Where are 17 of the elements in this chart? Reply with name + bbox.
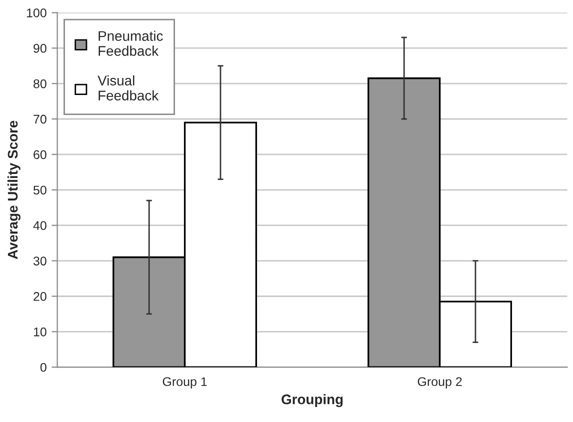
x-axis-title: Grouping xyxy=(282,394,343,408)
y-tick-label: 70 xyxy=(34,114,46,124)
y-tick-label: 90 xyxy=(34,44,46,53)
y-tick-label: 80 xyxy=(34,79,46,88)
y-tick-label: 50 xyxy=(33,186,46,195)
legend-label: Pneumatic Feedback xyxy=(98,30,163,56)
y-tick-label: 60 xyxy=(34,150,46,160)
y-tick-label: 40 xyxy=(33,221,46,230)
y-tick-label: 30 xyxy=(33,256,46,266)
y-tick-label: 100 xyxy=(26,8,46,18)
x-tick-label: Group 2 xyxy=(418,377,462,389)
legend-label: Visual Feedback xyxy=(98,75,159,100)
y-tick-label: 10 xyxy=(34,327,46,336)
y-tick-label: 0 xyxy=(40,362,46,372)
y-axis-title: Average Utility Score xyxy=(7,120,20,260)
x-tick-label: Group 1 xyxy=(162,377,207,389)
y-tick-label: 20 xyxy=(34,292,46,301)
